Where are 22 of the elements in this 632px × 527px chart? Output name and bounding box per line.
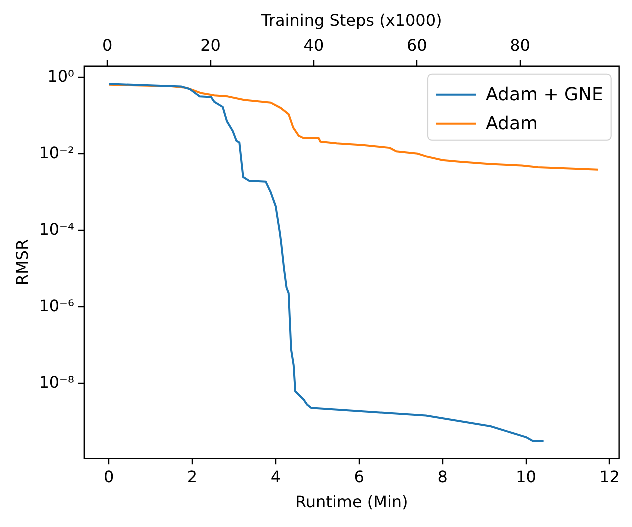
x2-tick-label: 20 (200, 36, 221, 55)
y-tick-label: 10⁻⁸ (39, 372, 74, 392)
legend-label: Adam + GNE (486, 84, 604, 106)
x-axis-title: Runtime (Min) (295, 492, 408, 512)
x2-tick-label: 60 (406, 36, 428, 55)
x-tick-label: 8 (438, 467, 448, 486)
y-tick-label: 10⁻⁴ (39, 220, 74, 239)
x-tick-label: 2 (187, 467, 198, 486)
y-tick-label: 10⁻⁶ (39, 296, 74, 316)
y-tick-label: 10⁻² (39, 143, 74, 162)
y-axis-title: RMSR (12, 239, 32, 286)
x-tick-label: 4 (270, 467, 282, 486)
legend-label: Adam (486, 114, 538, 135)
x2-tick-label: 80 (510, 36, 530, 55)
x-tick-label: 0 (104, 467, 114, 486)
x-tick-label: 12 (600, 467, 620, 486)
x-tick-label: 10 (516, 467, 536, 486)
x2-axis-title: Training Steps (x1000) (260, 10, 442, 30)
y-tick-label: 10⁰ (48, 66, 74, 86)
x2-tick-label: 0 (102, 36, 113, 55)
x-tick-label: 6 (354, 467, 364, 486)
x2-tick-label: 40 (304, 36, 324, 55)
